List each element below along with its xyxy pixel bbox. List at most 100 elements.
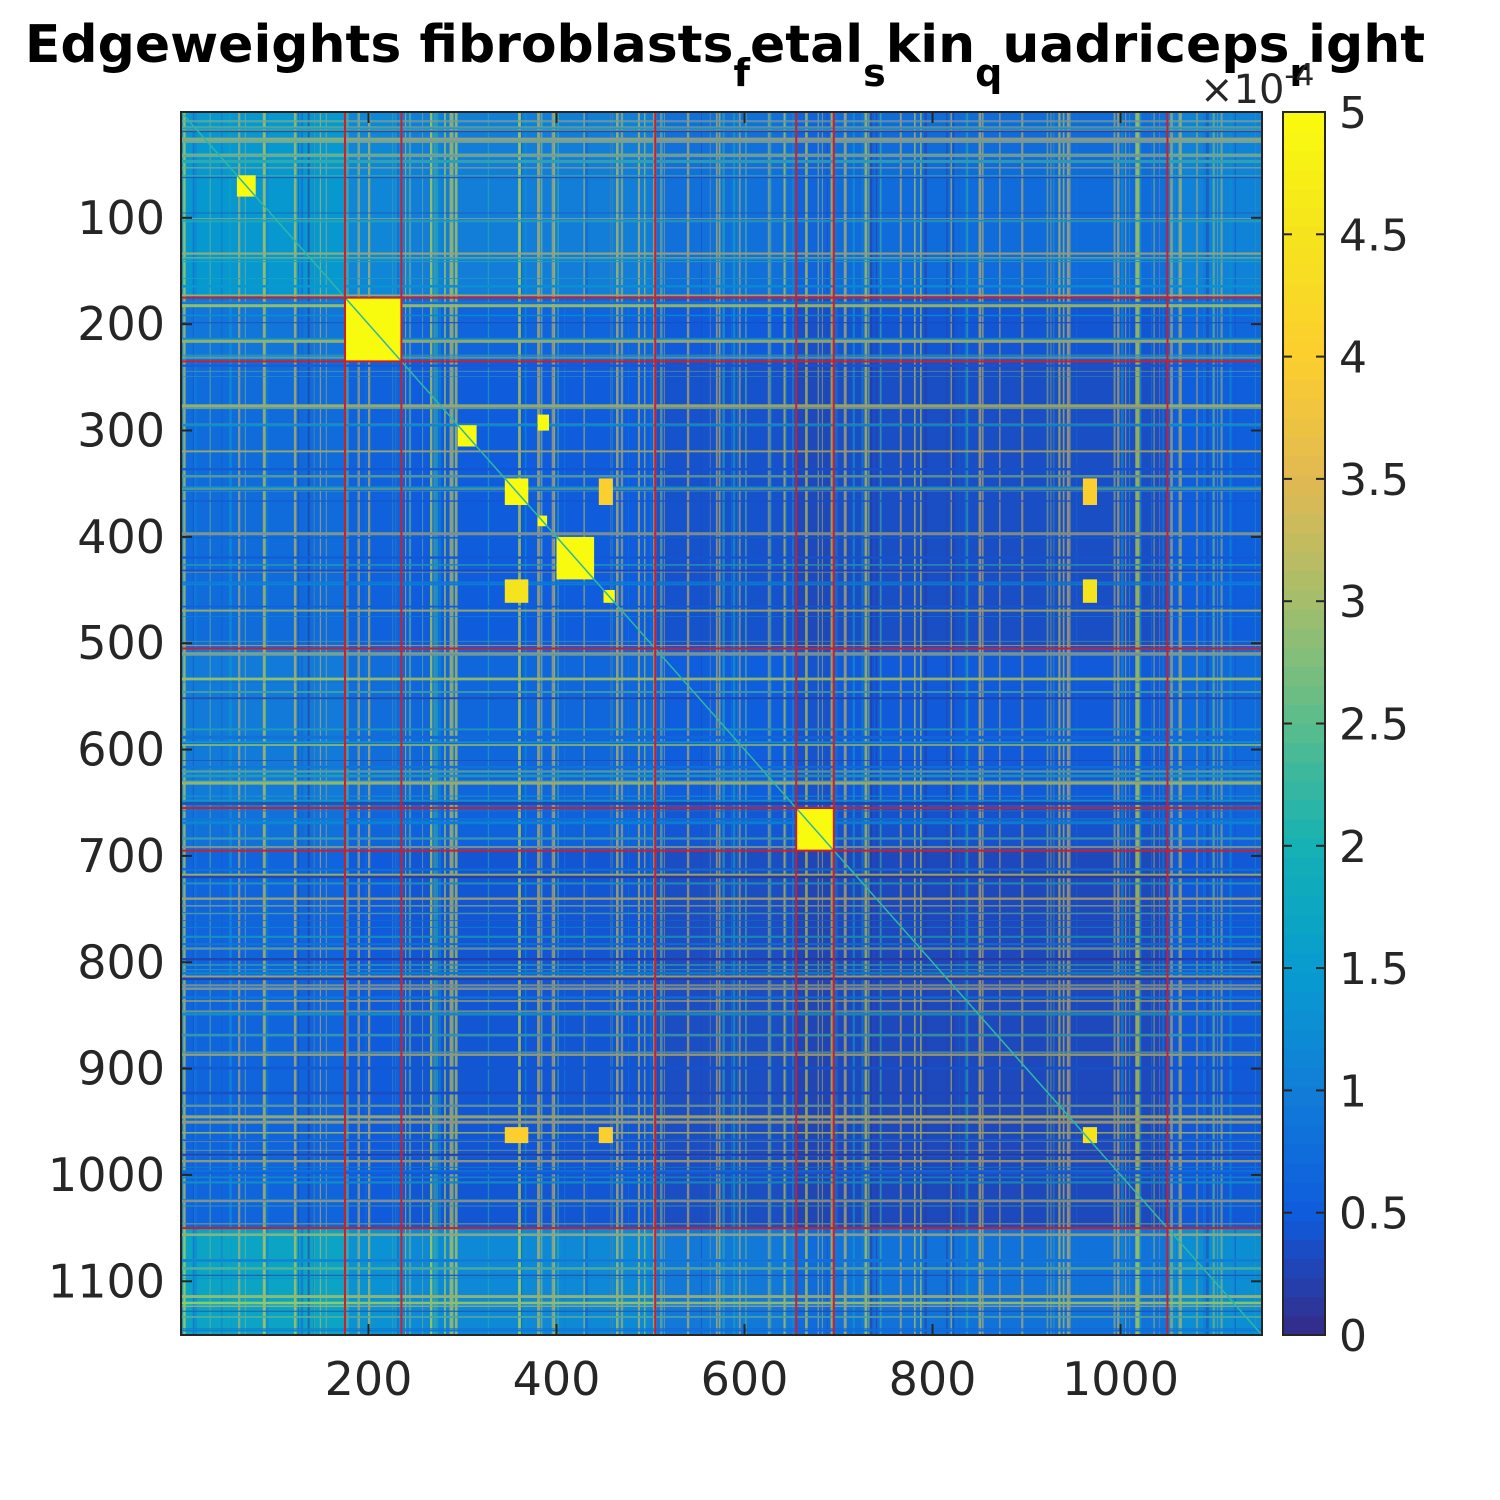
heatmap-streak-row [181, 1199, 1262, 1201]
heatmap-streak-row [181, 212, 1262, 214]
heatmap-streak-row [181, 261, 1262, 263]
heatmap-streak-col [628, 112, 629, 1335]
heatmap-streak-row [181, 1066, 1262, 1070]
y-tick-label: 600 [77, 723, 165, 777]
heatmap-streak-col [244, 112, 246, 1335]
heatmap-streak-col [452, 112, 454, 1335]
heatmap-streak-col [663, 112, 665, 1335]
heatmap-streak-col [583, 112, 585, 1335]
heatmap-main-diagonal [180, 112, 1263, 1335]
heatmap-streak-col [319, 112, 322, 1335]
heatmap-streak-col [1206, 112, 1209, 1335]
heatmap-streak-row [181, 640, 1262, 642]
heatmap-streak-row [181, 257, 1262, 259]
heatmap-streak-row [181, 781, 1262, 785]
heatmap-streak-row [181, 176, 1262, 179]
heatmap-streak-row [181, 140, 1262, 143]
heatmap-streak-row [181, 1274, 1262, 1277]
heatmap-offdiag-block-0 [598, 478, 613, 505]
colorbar-segment [1283, 436, 1325, 457]
heatmap-streak-row [181, 314, 1262, 317]
chart-title: Edgeweights fibroblastsfetalskinquadrice… [25, 15, 1425, 95]
heatmap-streak-col [843, 112, 847, 1335]
colorbar-tick-label: 3.5 [1339, 455, 1409, 506]
heatmap-streak-row [181, 1051, 1262, 1053]
heatmap-streak-row [181, 882, 1262, 885]
heatmap-streak-row [181, 252, 1262, 255]
heatmap-streak-col [1159, 112, 1161, 1335]
heatmap-streak-col [1229, 112, 1232, 1335]
heatmap-streak-col [1196, 112, 1198, 1335]
colorbar-tick-label: 3 [1339, 577, 1367, 628]
colorbar-segment [1283, 1296, 1325, 1317]
heatmap-streak-col [183, 112, 186, 1335]
colorbar-segment [1283, 876, 1325, 897]
colorbar-segment [1283, 971, 1325, 992]
colorbar-tick-label: 0 [1339, 1311, 1367, 1362]
y-tick-label: 500 [77, 616, 165, 670]
heatmap-streak-row [181, 354, 1262, 356]
heatmap-streak-row [181, 774, 1262, 778]
heatmap-streak-col [1203, 112, 1205, 1335]
heatmap-streak-row [181, 818, 1262, 821]
heatmap-streak-row [181, 984, 1262, 987]
colorbar-segment [1283, 551, 1325, 572]
heatmap-streak-row [181, 1233, 1262, 1237]
heatmap-streak-row [181, 1259, 1262, 1262]
heatmap-streak-col [610, 112, 612, 1335]
heatmap-area [180, 112, 1263, 1335]
heatmap-streak-row [181, 795, 1262, 797]
heatmap-streak-row [181, 500, 1262, 502]
colorbar-tick-label: 1.5 [1339, 944, 1409, 995]
heatmap-streak-col [433, 112, 436, 1335]
heatmap-streak-row [181, 742, 1262, 745]
colorbar-segment [1283, 952, 1325, 973]
heatmap-streak-col [1213, 112, 1215, 1335]
heatmap-streak-row [181, 912, 1262, 914]
heatmap-streak-col [946, 112, 949, 1335]
heatmap-streak-row [181, 583, 1262, 586]
colorbar-tick-label: 4.5 [1339, 210, 1409, 261]
heatmap-band-cell-4-2 [401, 808, 656, 851]
heatmap-streak-col [368, 112, 371, 1335]
heatmap-streak-col [616, 112, 619, 1335]
colorbar-segment [1283, 360, 1325, 381]
colorbar-segment [1283, 398, 1325, 419]
heatmap-streak-row [181, 897, 1262, 900]
heatmap-streak-col [1066, 112, 1070, 1335]
heatmap-streak-row [181, 616, 1262, 617]
heatmap-band-cell-1-5 [833, 297, 1168, 362]
heatmap-streak-row [181, 364, 1262, 367]
heatmap-streak-col [966, 112, 969, 1335]
colorbar-segment [1283, 1182, 1325, 1202]
heatmap-offdiag-block-3 [1082, 579, 1097, 603]
heatmap-streak-row [181, 218, 1262, 220]
heatmap-streak-row [181, 920, 1262, 921]
colorbar-segment [1283, 647, 1325, 667]
heatmap-streak-row [181, 735, 1262, 739]
heatmap-streak-row [181, 278, 1262, 279]
heatmap-streak-row [181, 868, 1262, 871]
heatmap-band-cell-0-2 [401, 112, 656, 298]
x-tick-label: 400 [513, 1352, 601, 1406]
y-tick-label: 300 [77, 404, 165, 458]
colorbar-segment [1283, 857, 1325, 877]
heatmap-band-cell-2-3 [655, 361, 797, 649]
heatmap-offdiag-block-1 [1082, 478, 1097, 505]
heatmap-streak-col [405, 112, 407, 1335]
heatmap-band-cell-2-1 [345, 361, 402, 649]
heatmap-streak-row [181, 167, 1262, 169]
heatmap-streak-row [181, 356, 1262, 359]
heatmap-streak-col [538, 112, 540, 1335]
heatmap-band-cell-1-2 [401, 297, 656, 362]
heatmap-streak-row [181, 799, 1262, 802]
heatmap-streak-col [879, 112, 882, 1335]
heatmap-streak-row [181, 424, 1262, 427]
colorbar-tick-label: 5 [1339, 88, 1367, 139]
colorbar-segment [1283, 532, 1325, 553]
heatmap-streak-row [181, 407, 1262, 410]
heatmap-streak-row [181, 770, 1262, 772]
heatmap-streak-row [181, 873, 1262, 877]
heatmap-streak-row [181, 1132, 1262, 1134]
